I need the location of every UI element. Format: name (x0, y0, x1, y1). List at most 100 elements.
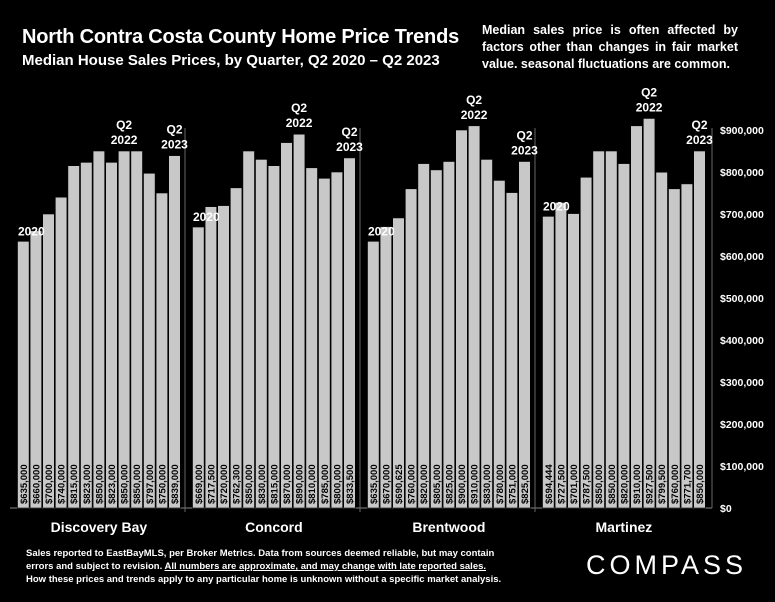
bar (617, 163, 630, 509)
bar (105, 162, 118, 509)
bar-annotation: 2022 (636, 100, 663, 114)
y-tick-label: $900,000 (720, 125, 764, 137)
compass-logo: COMPASS (586, 550, 748, 580)
bar (668, 188, 681, 509)
bar (230, 187, 243, 509)
bar-value-label: $833,500 (345, 464, 356, 504)
bar-value-label: $823,000 (82, 464, 93, 504)
bar (192, 226, 205, 509)
bar-annotation: 2022 (461, 108, 488, 122)
y-tick-label: $100,000 (720, 461, 764, 473)
group-label: Martinez (596, 519, 653, 535)
bar (292, 133, 306, 509)
bar-value-label: $635,000 (19, 464, 30, 504)
bar-value-label: $910,000 (632, 464, 643, 504)
bar-value-label: $830,000 (482, 464, 493, 504)
bar-annotation: 2022 (111, 133, 138, 147)
bar (518, 161, 531, 509)
bar-value-label: $701,000 (569, 464, 580, 504)
bar-value-label: $830,000 (257, 464, 268, 504)
bar (155, 192, 169, 509)
bar-value-label: $740,000 (57, 464, 68, 504)
bar (17, 241, 30, 509)
bar-annotation: 2020 (193, 210, 220, 224)
bar-annotation: Q2 (466, 93, 482, 107)
bar (579, 176, 593, 509)
bar (379, 226, 393, 509)
bar-value-label: $799,500 (657, 464, 668, 504)
bar (130, 150, 143, 509)
bar-value-label: $771,700 (682, 464, 693, 504)
footer-line-1: Sales reported to EastBayMLS, per Broker… (26, 548, 495, 559)
bar-value-label: $635,000 (369, 464, 380, 504)
bar-value-label: $750,000 (157, 464, 168, 504)
bar (168, 155, 181, 509)
bar (567, 213, 580, 509)
bar-annotation: Q2 (166, 123, 182, 137)
bar-value-label: $820,000 (619, 464, 630, 504)
bar (505, 192, 519, 509)
bar (592, 150, 605, 509)
bar-value-label: $850,000 (594, 464, 605, 504)
bar-value-label: $760,000 (670, 464, 681, 504)
bar (467, 125, 481, 509)
footer-line-2: errors and subject to revision. All numb… (26, 560, 586, 573)
bar (280, 142, 293, 509)
bar-value-label: $850,000 (607, 464, 618, 504)
y-tick-label: $300,000 (720, 377, 764, 389)
bar-value-label: $890,000 (295, 464, 306, 504)
bar (655, 171, 668, 509)
bar (255, 159, 268, 509)
bar (455, 129, 468, 509)
bar-annotation: 2020 (18, 224, 45, 238)
bar (330, 171, 344, 509)
group-label: Concord (245, 519, 303, 535)
y-tick-label: $800,000 (720, 167, 764, 179)
bar-value-label: $787,500 (582, 464, 593, 504)
bar (404, 188, 418, 509)
bar-value-label: $780,000 (495, 464, 506, 504)
bar (305, 167, 318, 509)
bar-annotation: Q2 (341, 125, 357, 139)
bar-value-label: $910,000 (470, 464, 481, 504)
bar (605, 150, 618, 509)
bar-value-label: $900,000 (457, 464, 468, 504)
bar (343, 157, 356, 509)
bar-annotation: Q2 (516, 129, 532, 143)
bar (54, 196, 68, 509)
bar-value-label: $797,000 (145, 464, 156, 504)
bar-annotation: 2020 (543, 199, 570, 213)
bar (554, 202, 567, 509)
bar-value-label: $850,000 (244, 464, 255, 504)
bar (67, 165, 80, 509)
y-tick-label: $700,000 (720, 209, 764, 221)
footer-line-2a: errors and subject to revision. (26, 561, 165, 572)
bar (42, 213, 55, 509)
footer-line-2b: All numbers are approximate, and may cha… (164, 561, 487, 572)
group-label: Brentwood (412, 519, 485, 535)
bar-annotation: Q2 (116, 118, 132, 132)
bar-value-label: $810,000 (307, 464, 318, 504)
bar-annotation: 2023 (686, 133, 713, 147)
bar (430, 169, 443, 509)
bar (118, 150, 131, 509)
bar (680, 183, 693, 509)
bar-annotation: 2023 (511, 144, 538, 158)
y-tick-label: $400,000 (720, 335, 764, 347)
bar-value-label: $850,000 (120, 464, 131, 504)
bar-value-label: $839,000 (170, 464, 181, 504)
bar (392, 217, 405, 509)
y-tick-label: $500,000 (720, 293, 764, 305)
bar (442, 161, 456, 509)
bar (417, 163, 430, 509)
bar-value-label: $825,000 (444, 464, 455, 504)
bar-value-label: $820,000 (419, 464, 430, 504)
bar-value-label: $815,000 (269, 464, 280, 504)
bar-value-label: $717,500 (206, 464, 217, 504)
bar (267, 165, 281, 509)
bar-value-label: $690,625 (394, 464, 405, 504)
footer-line-3: How these prices and trends apply to any… (26, 574, 502, 585)
chart-note: Median sales price is often affected by … (482, 23, 738, 71)
